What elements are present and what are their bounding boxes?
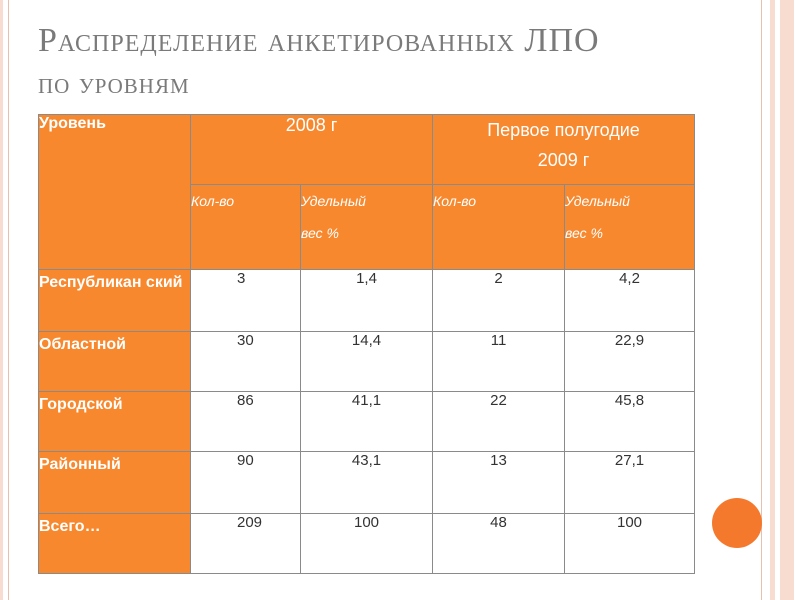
cell-count-2008: 30 <box>190 331 301 392</box>
distribution-table: Уровень 2008 г Первое полугодие 2009 г К… <box>38 114 696 574</box>
row-label: Республикан ский <box>38 269 191 332</box>
table-row: Районный 90 43,1 13 27,1 <box>38 451 696 514</box>
row-label: Всего… <box>38 513 191 574</box>
cell-share-2009: 22,9 <box>564 331 696 392</box>
cell-share-2008: 43,1 <box>299 451 434 514</box>
row-label: Городской <box>38 391 191 452</box>
header-share-2009-line-2: вес % <box>565 225 603 241</box>
cell-share-2009: 4,2 <box>564 269 696 332</box>
header-count-2009: Кол-во <box>432 184 566 270</box>
header-period-2009-line-2: 2009 г <box>537 150 590 170</box>
cell-count-2008: 3 <box>190 269 301 332</box>
slide-title-line-2: по уровням <box>38 67 190 100</box>
header-count-2008: Кол-во <box>190 184 301 270</box>
decorative-stripe-left <box>0 0 3 600</box>
table-row: Областной 30 14,4 11 22,9 <box>38 331 696 392</box>
header-period-2009: Первое полугодие 2009 г <box>432 114 696 185</box>
header-share-2009-line-1: Удельный <box>565 193 630 209</box>
table-row: Городской 86 41,1 22 45,8 <box>38 391 696 452</box>
cell-count-2009: 11 <box>432 331 566 392</box>
cell-share-2008: 1,4 <box>299 269 434 332</box>
cell-share-2009: 45,8 <box>564 391 696 452</box>
slide-title-line-1: Распределение анкетированных ЛПО <box>38 22 600 59</box>
header-share-2008-line-2: вес % <box>301 225 339 241</box>
header-level: Уровень <box>38 114 191 270</box>
cell-share-2008: 100 <box>299 513 434 574</box>
cell-count-2008: 90 <box>190 451 301 514</box>
table-row: Всего… 209 100 48 100 <box>38 513 696 574</box>
header-share-2008: Удельный вес % <box>299 184 434 270</box>
header-period-2008: 2008 г <box>189 114 434 185</box>
cell-share-2009: 100 <box>564 513 696 574</box>
row-label: Районный <box>38 451 191 514</box>
cell-share-2009: 27,1 <box>564 451 696 514</box>
cell-share-2008: 41,1 <box>299 391 434 452</box>
cell-count-2009: 22 <box>432 391 566 452</box>
cell-count-2008: 209 <box>190 513 301 574</box>
header-share-2009: Удельный вес % <box>564 184 696 270</box>
cell-count-2009: 2 <box>432 269 566 332</box>
header-share-2008-line-1: Удельный <box>301 193 366 209</box>
slide-title: Распределение анкетированных ЛПО по уров… <box>38 18 738 104</box>
decorative-stripe-right-1 <box>770 0 775 600</box>
slide-frame <box>8 0 762 600</box>
header-period-2009-line-1: Первое полугодие <box>487 120 640 140</box>
cell-share-2008: 14,4 <box>299 331 434 392</box>
decorative-stripe-right-2 <box>780 0 794 600</box>
cell-count-2009: 48 <box>432 513 566 574</box>
decorative-orange-circle <box>712 498 762 548</box>
cell-count-2009: 13 <box>432 451 566 514</box>
row-label: Областной <box>38 331 191 392</box>
cell-count-2008: 86 <box>190 391 301 452</box>
table-row: Республикан ский 3 1,4 2 4,2 <box>38 269 696 332</box>
